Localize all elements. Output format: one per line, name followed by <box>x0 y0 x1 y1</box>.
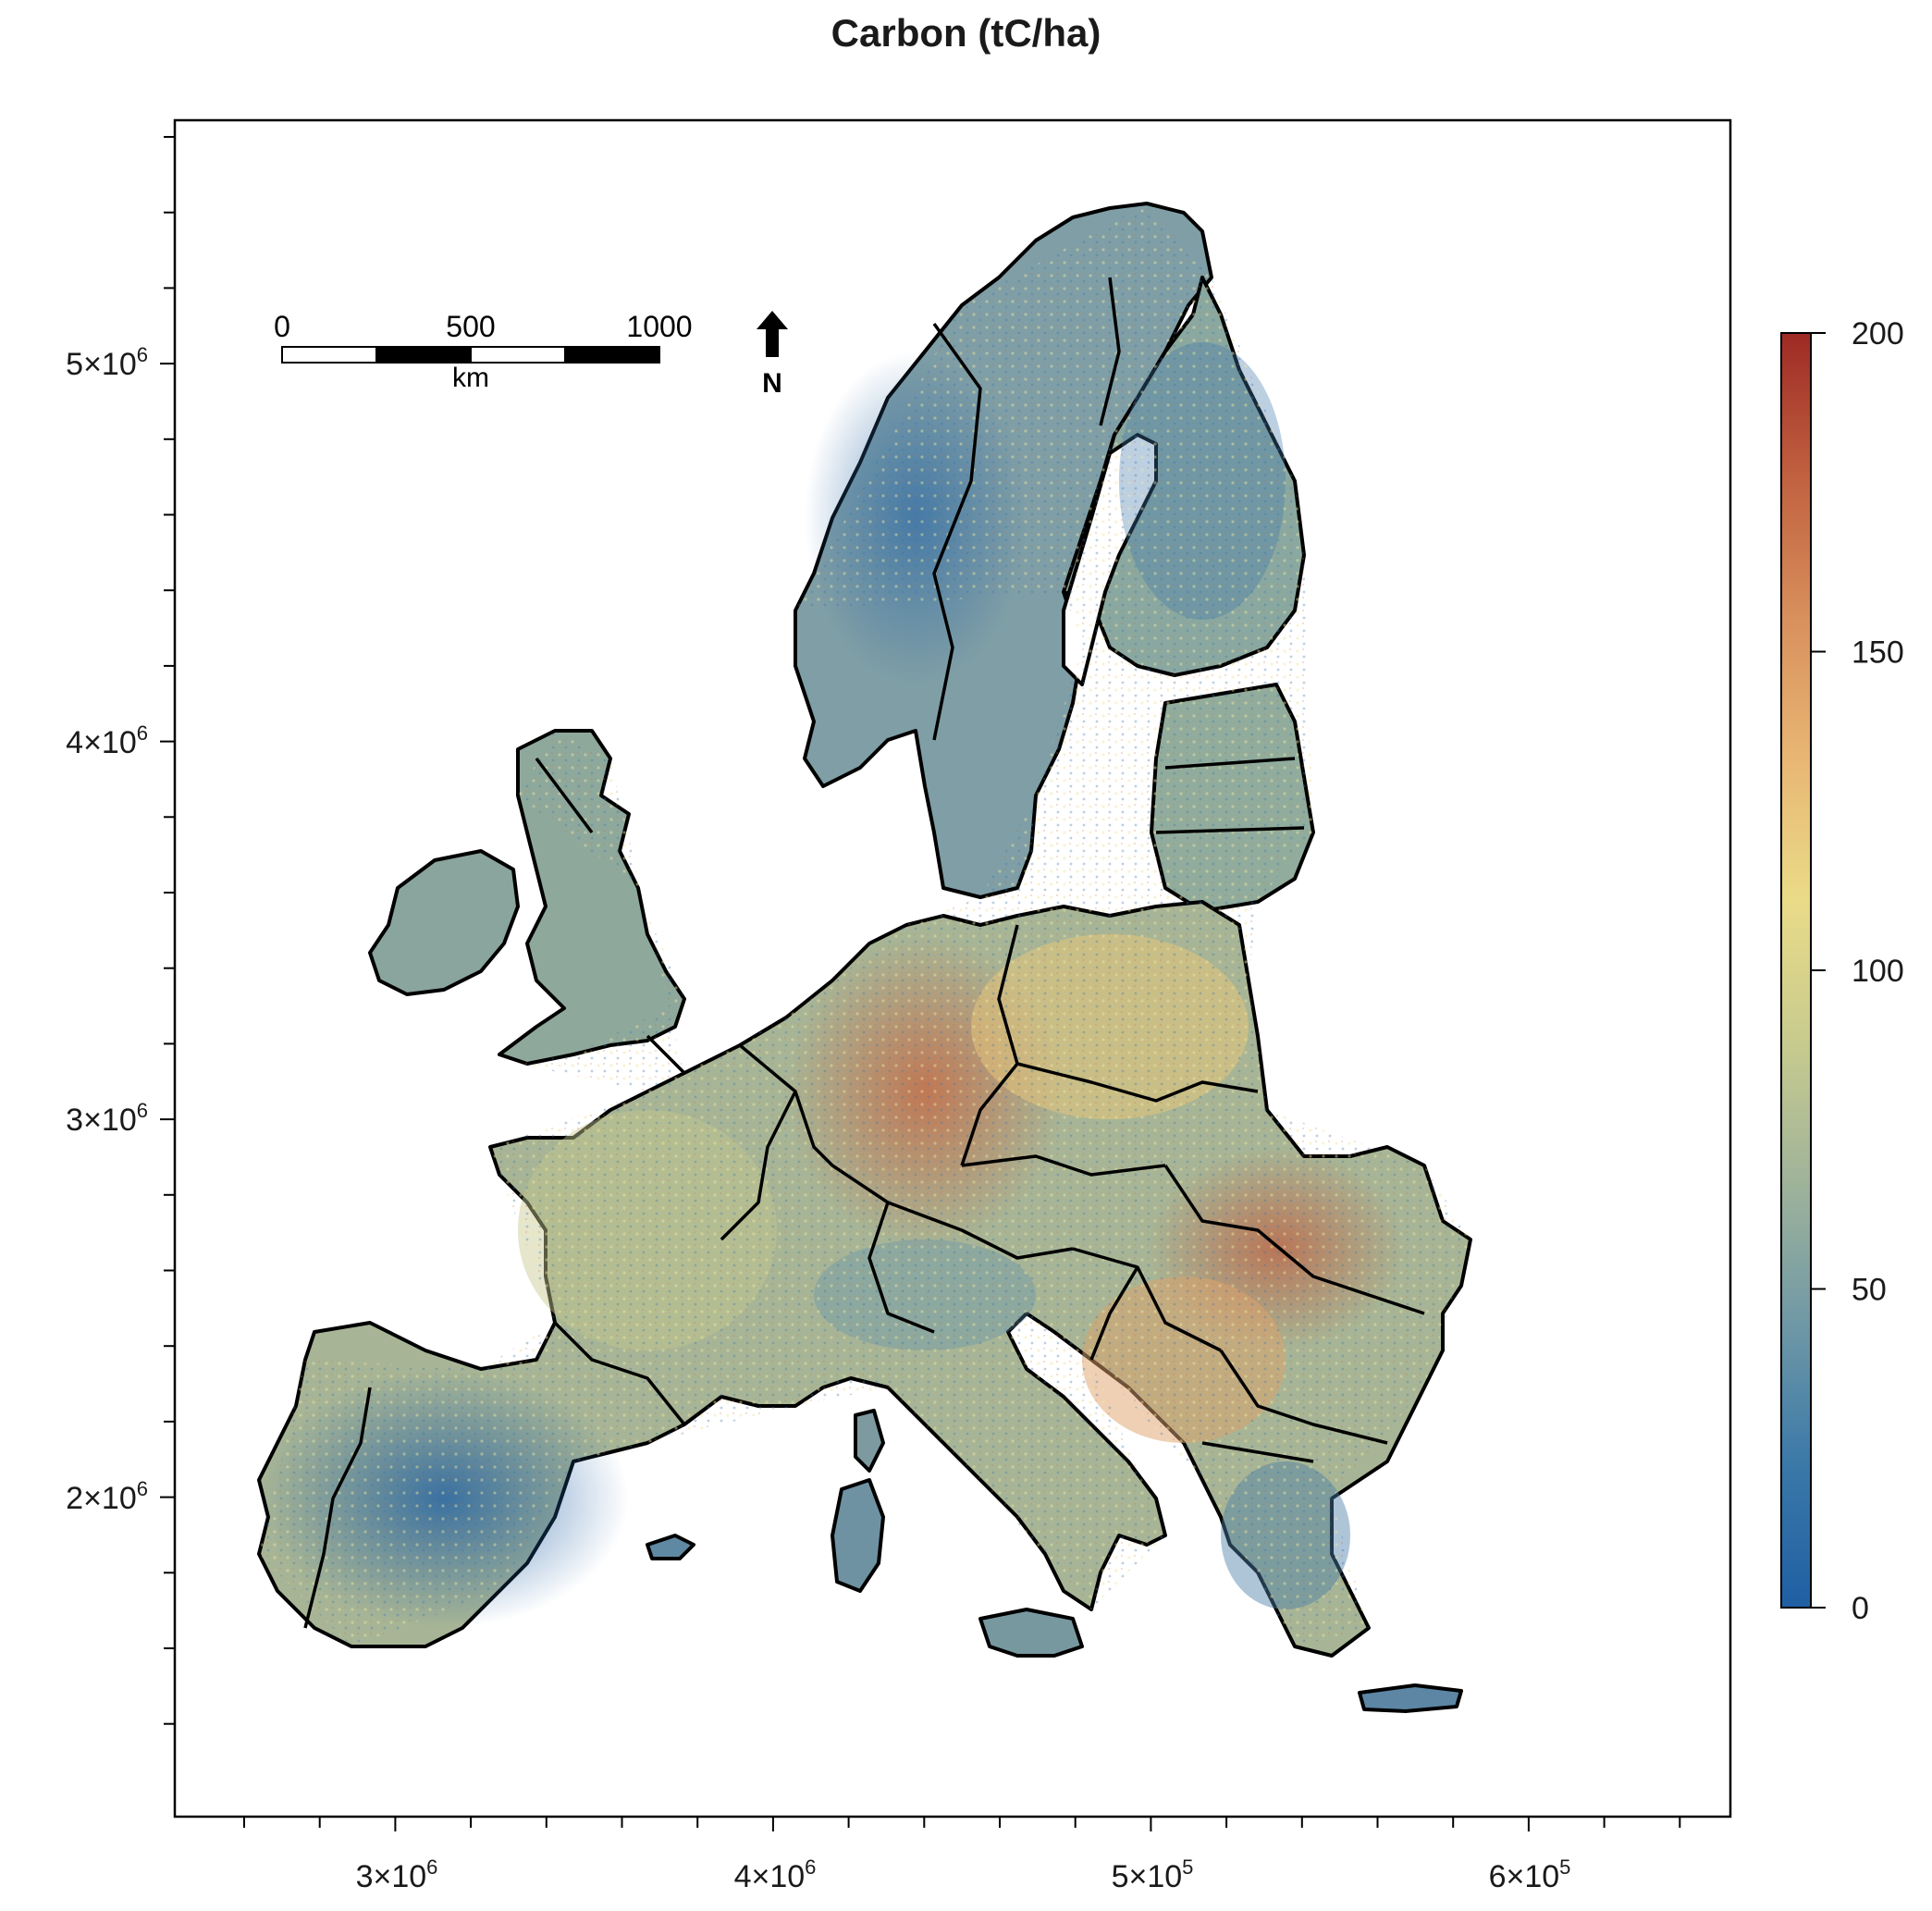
x-tick-label: 3×106 <box>356 1856 438 1894</box>
legend-tick-label: 200 <box>1852 316 1904 351</box>
north-arrow: N <box>757 311 788 399</box>
y-axis: 5×106 4×106 3×106 2×106 <box>66 136 175 1725</box>
scale-label-1000: 1000 <box>626 310 692 343</box>
y-tick-label: 2×106 <box>66 1477 148 1516</box>
scale-label-0: 0 <box>274 310 290 343</box>
legend-tick-label: 100 <box>1852 954 1904 989</box>
legend-tick-label: 50 <box>1852 1273 1887 1308</box>
x-axis: 3×106 4×106 5×105 6×105 <box>243 1817 1681 1894</box>
scale-seg-4 <box>564 346 660 364</box>
north-arrow-icon <box>757 311 788 357</box>
x-tick-label: 6×105 <box>1489 1856 1571 1894</box>
land-crete <box>1358 1683 1463 1713</box>
scale-unit: km <box>452 363 489 393</box>
north-label: N <box>762 368 782 399</box>
scale-seg-2 <box>375 346 472 364</box>
scale-bar: 0 500 1000 km <box>274 310 692 393</box>
scale-seg-1 <box>281 346 377 364</box>
scale-label-500: 500 <box>446 310 495 343</box>
y-tick-label: 3×106 <box>66 1099 148 1138</box>
legend: 200 150 100 50 0 <box>1780 316 1904 1626</box>
x-tick-label: 5×105 <box>1112 1856 1194 1894</box>
land-baltics <box>1150 683 1315 913</box>
legend-tick-label: 150 <box>1852 635 1904 671</box>
legend-tick-label: 0 <box>1852 1591 1869 1626</box>
y-tick-label: 4×106 <box>66 721 148 760</box>
x-tick-label: 4×106 <box>734 1856 817 1894</box>
country-borders <box>303 277 1425 1629</box>
map-title: Carbon (tC/ha) <box>831 11 1101 55</box>
legend-colorbar <box>1780 332 1812 1609</box>
y-tick-label: 5×106 <box>66 343 148 382</box>
scale-seg-3 <box>470 346 566 364</box>
land-sicily <box>978 1608 1084 1658</box>
legend-ticks: 200 150 100 50 0 <box>1811 316 1904 1626</box>
